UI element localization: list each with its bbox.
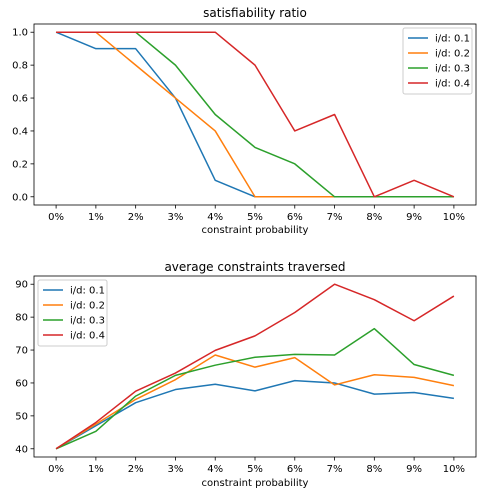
x-tick-label: 0%: [48, 464, 64, 475]
chart-2: average constraints traversed 0% 1% 2% 3% 4% 5…: [15, 260, 477, 489]
x-tick-label: 7%: [327, 212, 343, 223]
y-tick-label: 80: [15, 313, 28, 324]
chart-title: satisfiability ratio: [203, 6, 307, 20]
x-tick-label: 0%: [48, 212, 64, 223]
y-tick-label: 0.6: [12, 94, 28, 105]
y-tick-label: 60: [15, 378, 28, 389]
series-line-2: [56, 31, 454, 198]
legend-label: i/d: 0.4: [435, 79, 470, 90]
series-line-3: [55, 327, 455, 450]
legend-label: i/d: 0.1: [70, 286, 105, 297]
legend-label: i/d: 0.1: [435, 34, 470, 45]
x-tick-label: 6%: [287, 464, 303, 475]
x-tick-label: 1%: [88, 464, 104, 475]
x-tick-label: 8%: [366, 212, 382, 223]
y-tick-label: 70: [15, 346, 28, 357]
legend-label: i/d: 0.2: [435, 49, 470, 60]
legend-box: [402, 27, 473, 95]
x-tick-label: 5%: [247, 212, 263, 223]
legend-box: [37, 279, 108, 347]
y-tick-label: 0.2: [12, 159, 28, 170]
x-tick-label: 10%: [443, 212, 465, 223]
y-tick-label: 50: [15, 411, 28, 422]
x-tick-label: 4%: [207, 212, 223, 223]
x-tick-label: 9%: [406, 464, 422, 475]
y-tick-label: 0.0: [12, 192, 28, 203]
x-tick-label: 7%: [327, 464, 343, 475]
legend-label: i/d: 0.2: [70, 301, 105, 312]
y-tick-label: 90: [15, 280, 28, 291]
series-line-2: [55, 354, 455, 450]
x-tick-label: 3%: [168, 464, 184, 475]
x-tick-label: 5%: [247, 464, 263, 475]
y-tick-label: 1.0: [12, 28, 28, 39]
chart-title: average constraints traversed: [164, 260, 345, 274]
x-tick-label: 6%: [287, 212, 303, 223]
series-line-3: [56, 31, 454, 198]
y-tick-label: 0.4: [12, 126, 28, 137]
chart-1: satisfiability ratio 0% 1% 2% 3% 4% 5% 6% 7% 8% 9%…: [12, 6, 477, 236]
x-tick-label: 4%: [207, 464, 223, 475]
legend: i/d: 0.1 i/d: 0.2 i/d: 0.3 i/d: 0.4: [402, 27, 473, 95]
y-tick-label: 40: [15, 444, 28, 455]
legend-label: i/d: 0.3: [435, 64, 470, 75]
legend: i/d: 0.1 i/d: 0.2 i/d: 0.3 i/d: 0.4: [37, 279, 108, 347]
legend-label: i/d: 0.4: [70, 331, 105, 342]
x-tick-label: 9%: [406, 212, 422, 223]
legend-label: i/d: 0.3: [70, 316, 105, 327]
x-tick-label: 10%: [443, 464, 465, 475]
x-tick-label: 2%: [128, 464, 144, 475]
series-line-4: [56, 31, 455, 198]
x-axis-label: constraint probability: [202, 225, 309, 236]
x-tick-label: 3%: [168, 212, 184, 223]
x-tick-label: 8%: [366, 464, 382, 475]
series-line-1: [55, 31, 454, 198]
x-axis-label: constraint probability: [202, 478, 309, 489]
x-tick-label: 2%: [128, 212, 144, 223]
x-tick-label: 1%: [88, 212, 104, 223]
y-tick-label: 0.8: [12, 61, 28, 72]
